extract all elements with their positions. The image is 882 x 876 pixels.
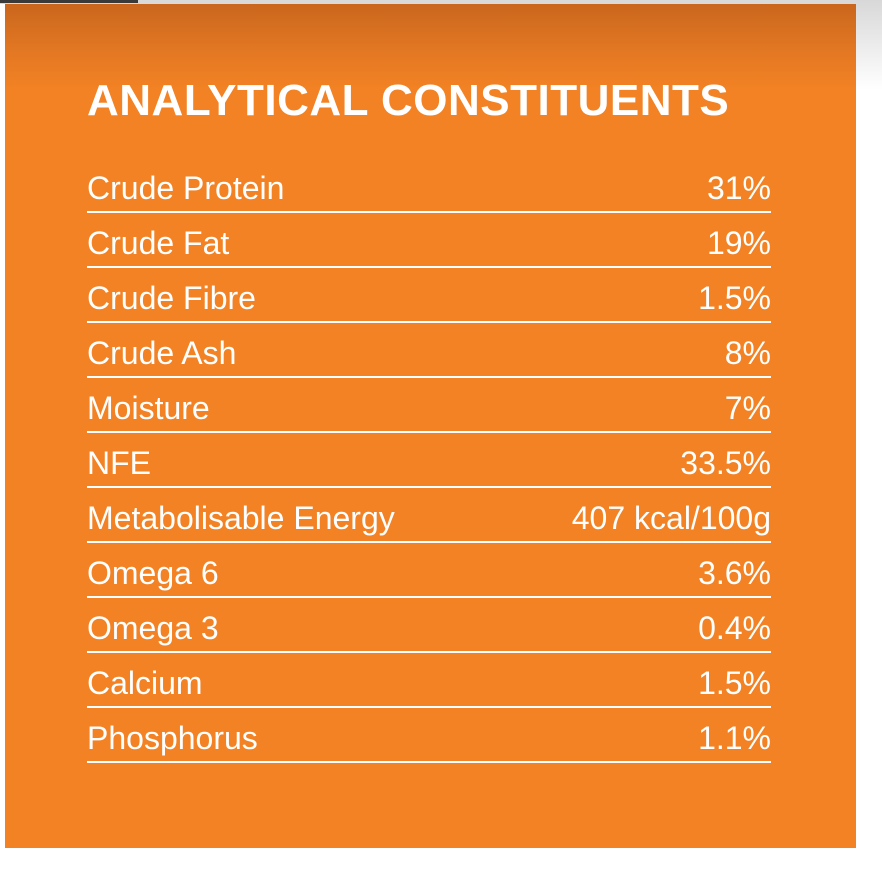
row-value: 7% bbox=[724, 390, 771, 426]
table-row: Calcium 1.5% bbox=[87, 655, 771, 708]
row-label: Moisture bbox=[87, 390, 210, 426]
row-label: Crude Fat bbox=[87, 225, 230, 261]
table-row: Crude Ash 8% bbox=[87, 325, 771, 378]
row-label: Metabolisable Energy bbox=[87, 500, 395, 536]
table-row: NFE 33.5% bbox=[87, 435, 771, 488]
table-row: Omega 3 0.4% bbox=[87, 600, 771, 653]
table-row: Metabolisable Energy 407 kcal/100g bbox=[87, 490, 771, 543]
table-row: Crude Protein 31% bbox=[87, 160, 771, 213]
row-value: 19% bbox=[706, 225, 771, 261]
table-row: Moisture 7% bbox=[87, 380, 771, 433]
top-strip bbox=[0, 0, 882, 4]
row-label: Crude Fibre bbox=[87, 280, 256, 316]
right-shadow bbox=[856, 0, 882, 90]
table-row: Omega 6 3.6% bbox=[87, 545, 771, 598]
row-value: 1.1% bbox=[698, 720, 771, 756]
row-label: Omega 3 bbox=[87, 610, 219, 646]
row-value: 31% bbox=[706, 170, 771, 206]
row-label: NFE bbox=[87, 445, 151, 481]
row-value: 1.5% bbox=[698, 280, 771, 316]
row-value: 3.6% bbox=[698, 555, 771, 591]
row-value: 0.4% bbox=[698, 610, 771, 646]
row-label: Phosphorus bbox=[87, 720, 258, 756]
top-tab bbox=[0, 0, 138, 3]
panel-title: ANALYTICAL CONSTITUENTS bbox=[87, 76, 730, 125]
constituents-table: Crude Protein 31% Crude Fat 19% Crude Fi… bbox=[87, 160, 771, 763]
row-label: Crude Ash bbox=[87, 335, 237, 371]
row-value: 8% bbox=[724, 335, 771, 371]
row-label: Omega 6 bbox=[87, 555, 219, 591]
row-label: Calcium bbox=[87, 665, 203, 701]
table-row: Crude Fibre 1.5% bbox=[87, 270, 771, 323]
row-value: 407 kcal/100g bbox=[571, 500, 771, 536]
row-value: 1.5% bbox=[698, 665, 771, 701]
table-row: Crude Fat 19% bbox=[87, 215, 771, 268]
table-row: Phosphorus 1.1% bbox=[87, 710, 771, 763]
row-value: 33.5% bbox=[680, 445, 771, 481]
row-label: Crude Protein bbox=[87, 170, 285, 206]
